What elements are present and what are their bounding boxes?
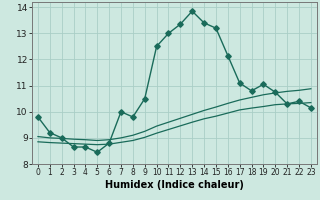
X-axis label: Humidex (Indice chaleur): Humidex (Indice chaleur) <box>105 180 244 190</box>
